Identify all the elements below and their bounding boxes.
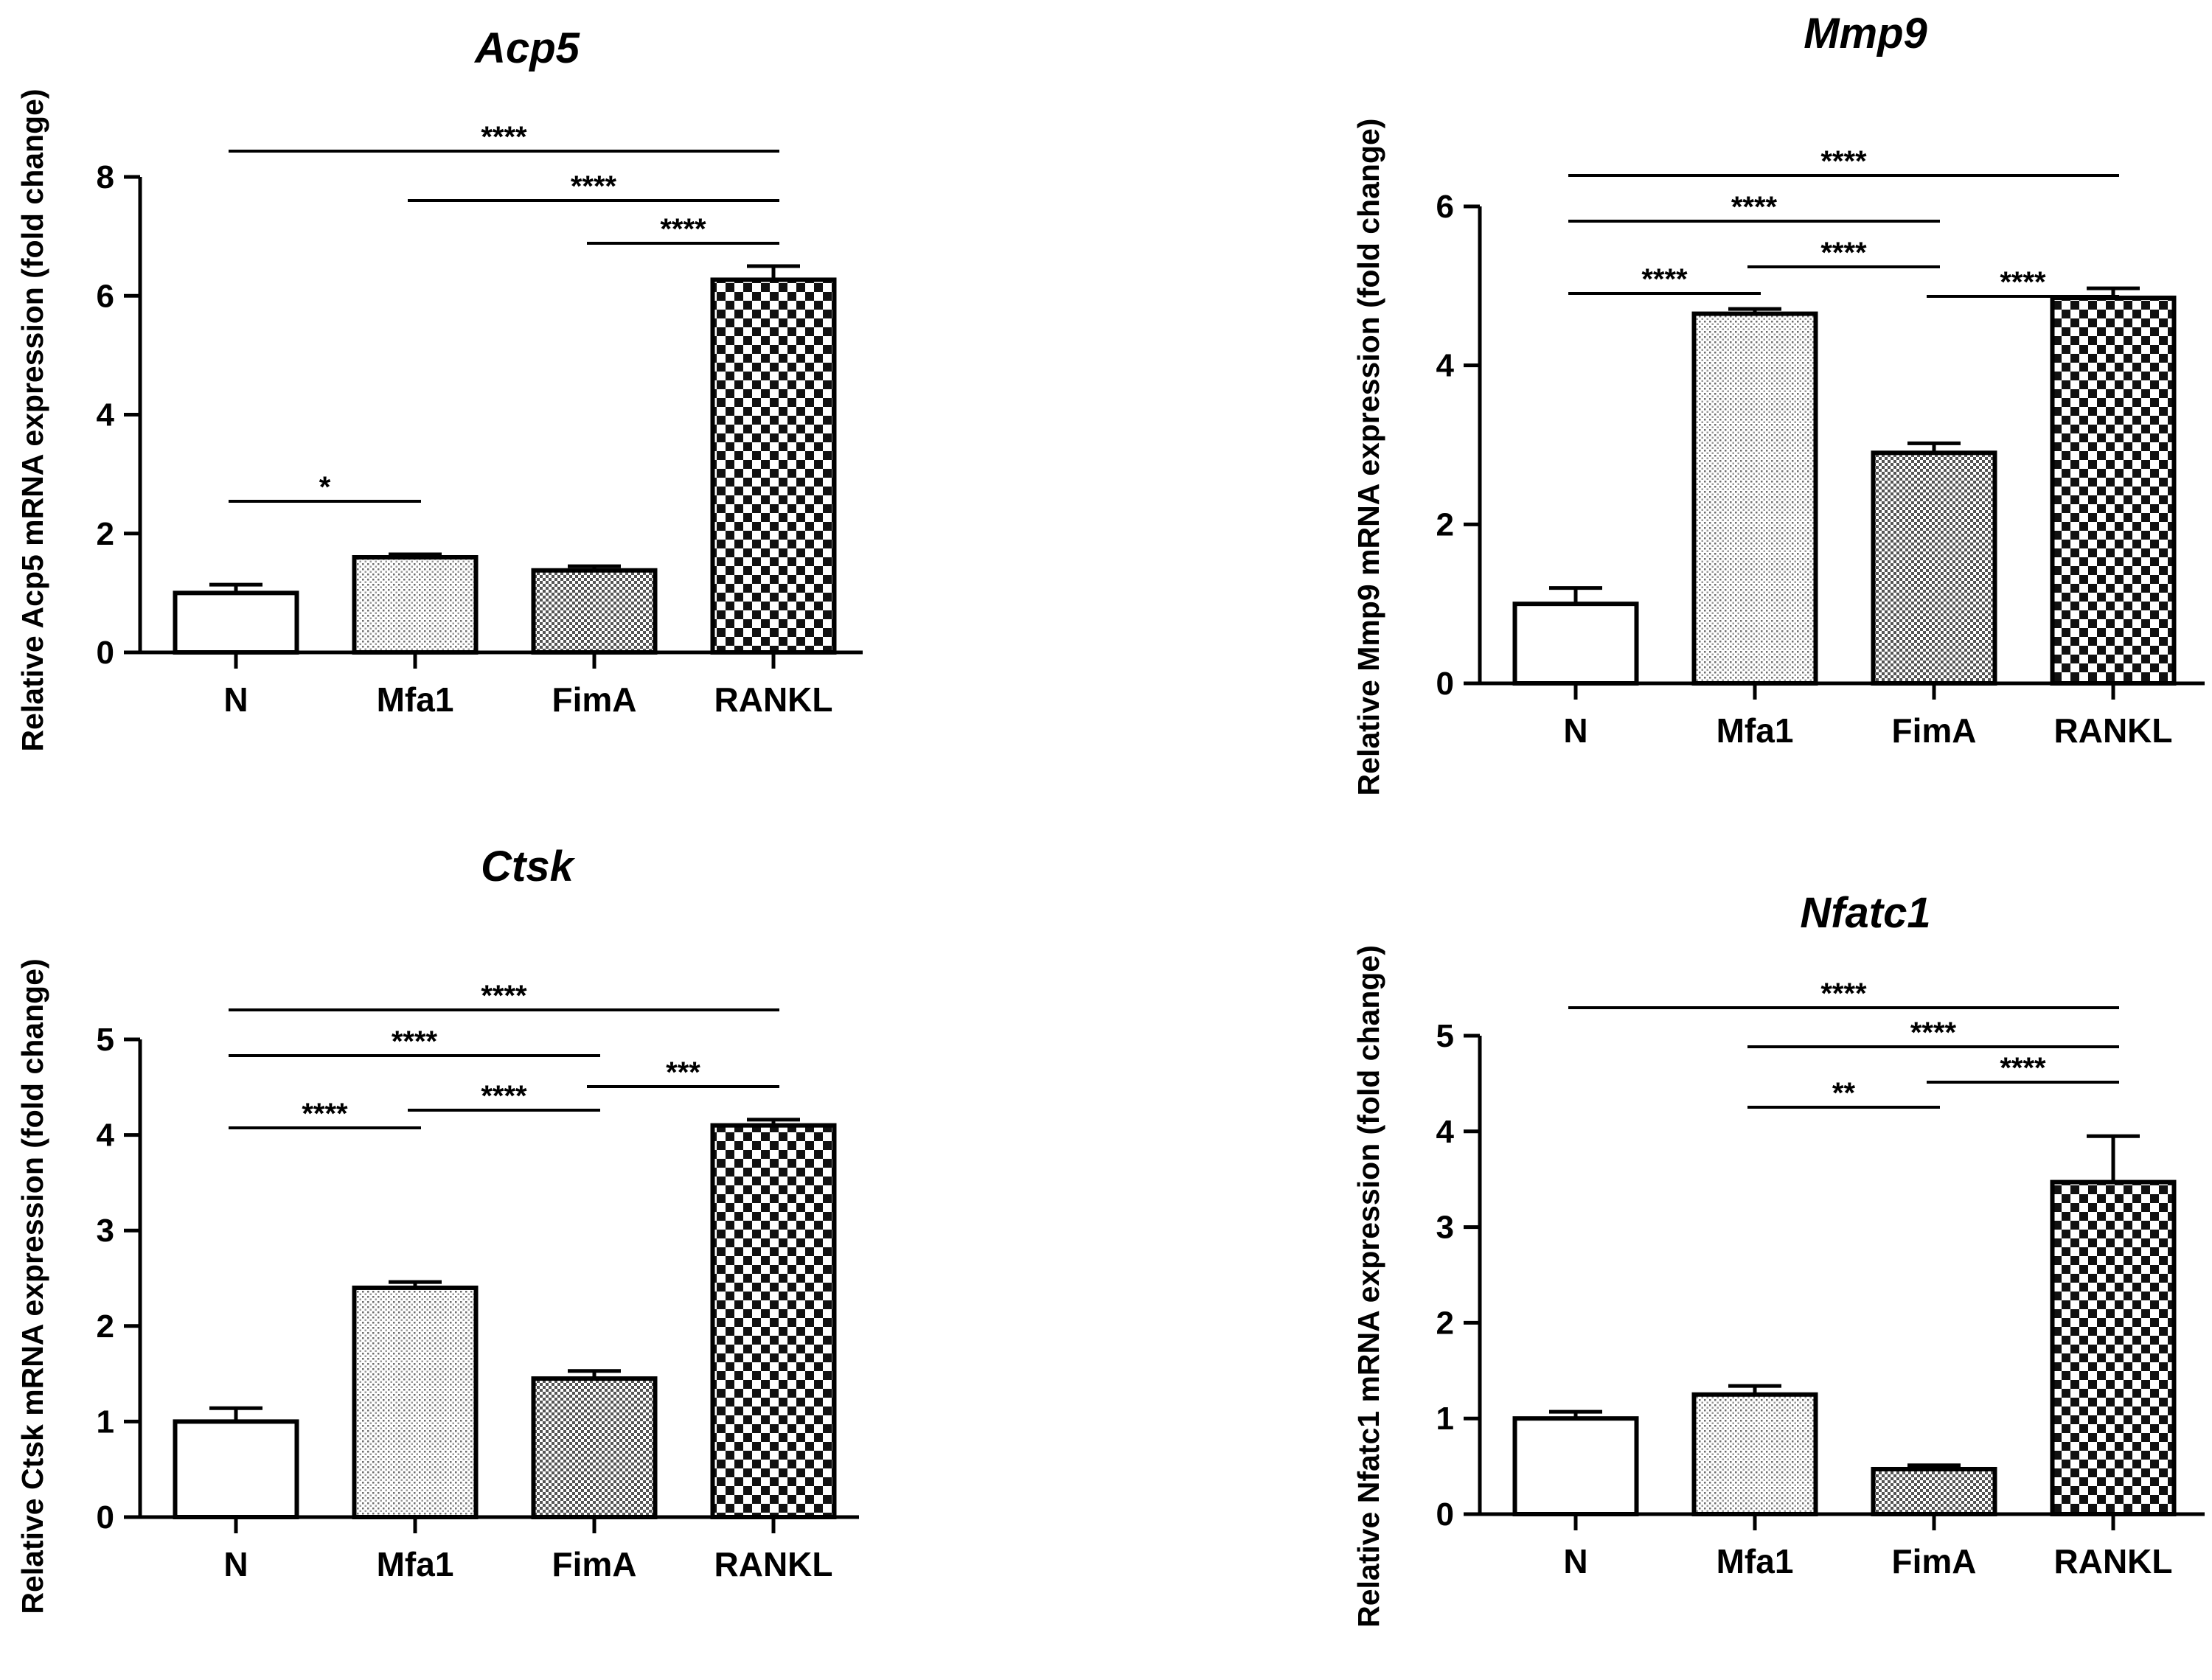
y-axis-label: Relative Nfatc1 mRNA expression (fold ch… xyxy=(1352,945,1385,1628)
y-tick-label: 3 xyxy=(97,1213,114,1249)
y-tick-label: 4 xyxy=(97,397,115,433)
bar-fima xyxy=(531,568,658,655)
bar-fima xyxy=(531,1376,658,1519)
x-tick-label: N xyxy=(223,680,248,719)
y-tick-label: 0 xyxy=(97,635,114,671)
chart-title: Mmp9 xyxy=(1804,10,1927,57)
chart-ctsk: Ctsk Relative Ctsk mRNA expression (fold … xyxy=(15,843,859,1614)
y-axis-label: Relative Ctsk mRNA expression (fold chan… xyxy=(15,958,49,1614)
bar-mfa1 xyxy=(1691,311,1818,686)
x-tick-label: FimA xyxy=(552,680,637,719)
x-tick-label: Mfa1 xyxy=(377,1545,454,1583)
charts-root: Acp5 Relative Acp5 mRNA expression (fold … xyxy=(15,10,2205,1628)
x-tick-label: N xyxy=(223,1545,248,1583)
y-tick-label: 0 xyxy=(1436,666,1454,702)
y-tick-label: 0 xyxy=(97,1499,114,1536)
bar-rankl xyxy=(2050,296,2177,686)
x-tick-label: Mfa1 xyxy=(1717,1542,1794,1580)
y-tick-label: 4 xyxy=(1436,348,1455,384)
bar-n xyxy=(1512,1416,1639,1516)
significance-label: **** xyxy=(1731,191,1778,223)
y-tick-label: 5 xyxy=(1436,1018,1454,1054)
x-tick-label: Mfa1 xyxy=(377,680,454,719)
y-tick-label: 8 xyxy=(97,159,114,195)
significance-label: * xyxy=(319,471,331,503)
significance-label: **** xyxy=(571,170,617,203)
x-tick-label: FimA xyxy=(1892,711,1977,750)
chart-mmp9: Mmp9 Relative Mmp9 mRNA expression (fold … xyxy=(1352,10,2205,795)
x-tick-label: FimA xyxy=(1892,1542,1977,1580)
significance-label: **** xyxy=(2000,1052,2046,1084)
bar-mfa1 xyxy=(352,555,479,655)
x-tick-label: RANKL xyxy=(2054,711,2173,750)
y-tick-label: 6 xyxy=(1436,189,1454,225)
bar-mfa1 xyxy=(352,1285,479,1519)
significance-label: **** xyxy=(481,121,527,153)
x-tick-label: RANKL xyxy=(714,680,833,719)
y-tick-label: 0 xyxy=(1436,1496,1454,1533)
y-tick-label: 6 xyxy=(97,278,114,314)
y-tick-label: 2 xyxy=(97,516,114,552)
y-tick-label: 2 xyxy=(1436,506,1454,543)
bar-n xyxy=(173,590,299,655)
chart-title: Nfatc1 xyxy=(1800,889,1930,937)
bar-rankl xyxy=(2050,1179,2177,1516)
chart-acp5: Acp5 Relative Acp5 mRNA expression (fold … xyxy=(15,24,863,752)
x-tick-label: N xyxy=(1563,1542,1587,1580)
y-tick-label: 2 xyxy=(1436,1305,1454,1341)
bar-rankl xyxy=(710,1123,837,1519)
y-tick-label: 5 xyxy=(97,1022,114,1058)
y-tick-label: 1 xyxy=(97,1404,114,1440)
y-tick-label: 4 xyxy=(1436,1114,1455,1150)
significance-label: **** xyxy=(1641,263,1688,296)
y-axis-label: Relative Acp5 mRNA expression (fold chan… xyxy=(15,88,49,751)
significance-label: **** xyxy=(1820,237,1867,269)
chart-title: Ctsk xyxy=(481,843,575,890)
y-tick-label: 3 xyxy=(1436,1210,1454,1246)
y-tick-label: 2 xyxy=(97,1308,114,1345)
bar-rankl xyxy=(710,277,837,655)
bar-n xyxy=(1512,602,1639,686)
significance-label: *** xyxy=(666,1056,700,1089)
significance-label: **** xyxy=(1820,977,1867,1010)
significance-label: **** xyxy=(392,1025,438,1058)
x-tick-label: Mfa1 xyxy=(1717,711,1794,750)
significance-label: **** xyxy=(1910,1017,1957,1049)
y-axis-label: Relative Mmp9 mRNA expression (fold chan… xyxy=(1352,119,1385,796)
bar-fima xyxy=(1871,1466,1997,1517)
x-tick-label: RANKL xyxy=(714,1545,833,1583)
bar-n xyxy=(173,1419,299,1520)
x-tick-label: RANKL xyxy=(2054,1542,2173,1580)
significance-label: **** xyxy=(481,980,527,1012)
x-tick-label: FimA xyxy=(552,1545,637,1583)
significance-label: **** xyxy=(1820,145,1867,178)
significance-label: **** xyxy=(302,1098,348,1130)
x-tick-label: N xyxy=(1563,711,1587,750)
significance-label: **** xyxy=(660,213,706,245)
bar-fima xyxy=(1871,450,1997,686)
chart-nfatc1: Nfatc1 Relative Nfatc1 mRNA expression (f… xyxy=(1352,889,2205,1628)
bar-mfa1 xyxy=(1691,1392,1818,1516)
y-tick-label: 4 xyxy=(97,1118,115,1154)
significance-label: **** xyxy=(2000,266,2046,299)
significance-label: **** xyxy=(481,1080,527,1112)
y-tick-label: 1 xyxy=(1436,1401,1454,1437)
chart-title: Acp5 xyxy=(473,24,580,72)
significance-label: ** xyxy=(1832,1077,1856,1109)
